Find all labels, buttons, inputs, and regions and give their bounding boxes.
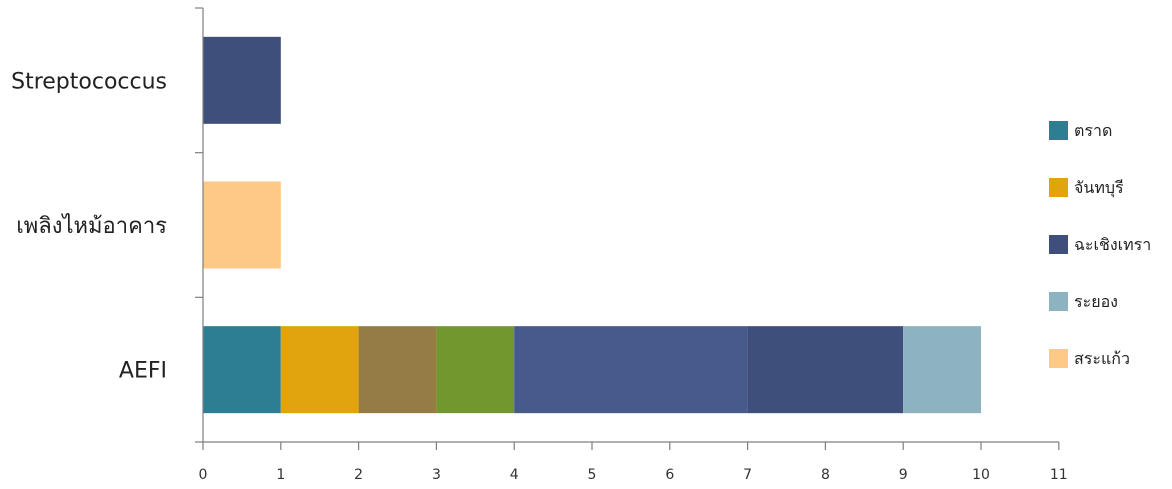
legend-label: ตราด [1074,121,1112,140]
x-tick-label: 0 [199,467,208,483]
bar-segment [203,181,281,269]
axes-layer [195,7,1060,450]
bars-layer [203,36,981,414]
x-tick-label: 9 [899,467,908,483]
legend-label: สระแก้ว [1074,349,1130,368]
x-tick-label: 2 [354,467,363,483]
x-tick-label: 1 [276,467,285,483]
x-tick-label: 3 [432,467,441,483]
legend-swatch [1049,292,1068,311]
x-tick-label: 7 [743,467,752,483]
category-label: Streptococcus [11,69,167,94]
legend-swatch [1049,178,1068,197]
bar-segment [903,326,981,414]
legend-swatch [1049,121,1068,140]
category-label: เพลิงไหม้อาคาร [16,213,167,239]
bar-segment [203,326,281,414]
legend-swatch [1049,349,1068,368]
bar-segment [514,326,748,414]
legend-label: จันทบุรี [1074,178,1124,198]
x-tick-label: 4 [510,467,519,483]
x-tick-label: 10 [972,467,990,483]
category-label: AEFI [119,359,167,384]
bar-segment [280,326,359,414]
bar-segment [358,326,437,414]
x-tick-label: 5 [588,467,597,483]
bar-segment [436,326,515,414]
legend-swatch [1049,235,1068,254]
x-tick-label: 6 [665,467,674,483]
bar-segment [747,326,904,414]
bar-segment [203,36,281,124]
legend-label: ระยอง [1074,292,1118,311]
x-tick-label: 8 [821,467,830,483]
legend-label: ฉะเชิงเทรา [1074,235,1151,254]
x-tick-label: 11 [1050,467,1068,483]
labels-layer: 0 1 2 3 4 5 6 7 8 9 10 11 Streptococcus เพลิงไหม้อาคา… [11,69,1068,483]
